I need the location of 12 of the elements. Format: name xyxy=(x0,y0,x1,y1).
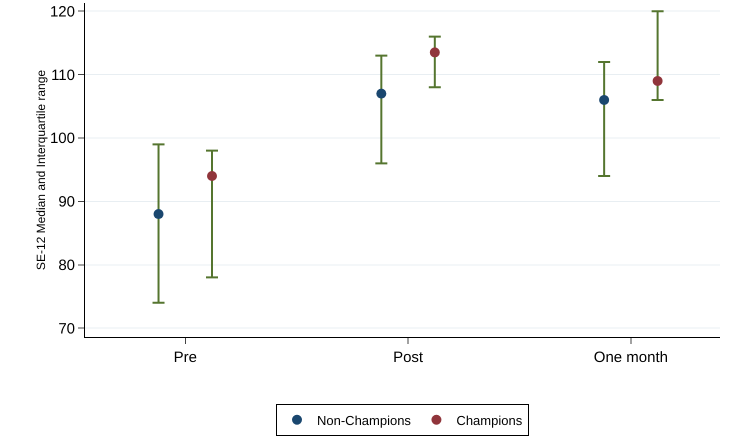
y-tick-label: 70 xyxy=(58,320,75,338)
y-tick-label: 110 xyxy=(51,66,75,84)
x-tick-label: Pre xyxy=(174,349,197,366)
legend-label: Champions xyxy=(456,412,523,428)
y-tick-label: 80 xyxy=(58,257,75,274)
legend-label: Non-Champions xyxy=(317,412,412,428)
x-tick-label: Post xyxy=(393,349,424,366)
y-tick-label: 100 xyxy=(50,130,75,148)
y-axis-title: SE-12 Median and Interquartile range xyxy=(34,70,48,270)
x-tick-label: One month xyxy=(594,349,668,366)
y-tick-label: 90 xyxy=(58,194,75,211)
y-tick-label: 120 xyxy=(50,3,75,20)
